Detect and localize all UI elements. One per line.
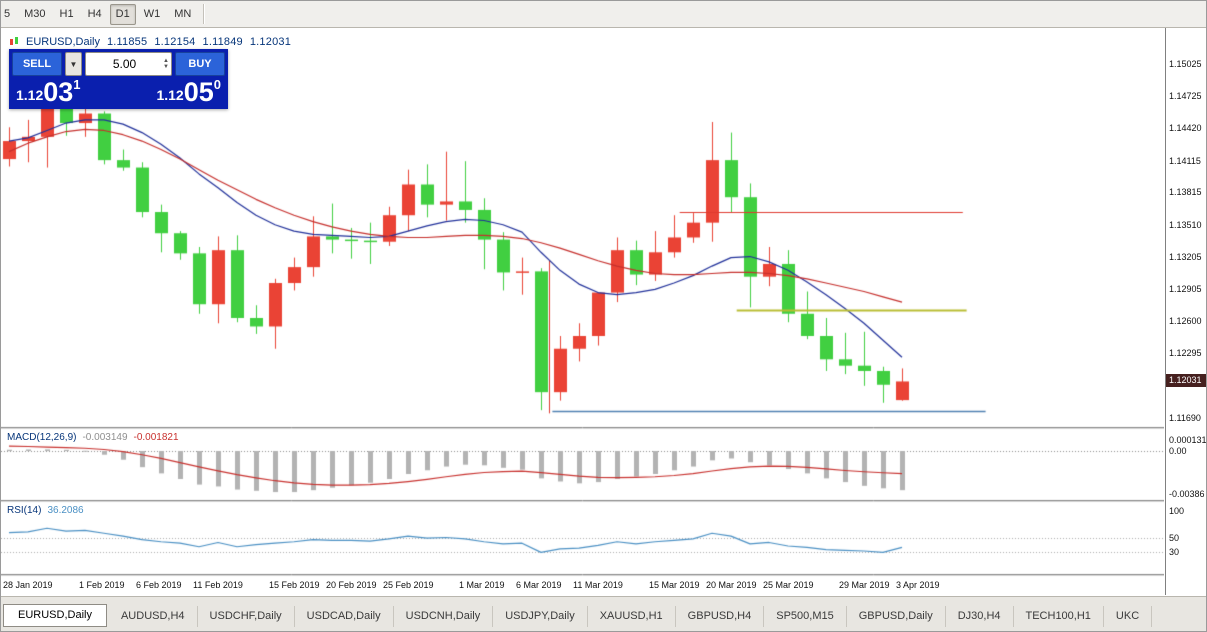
price-axis-label: 1.14115 xyxy=(1169,155,1201,166)
date-axis-label: 3 Apr 2019 xyxy=(896,580,940,590)
sell-button[interactable]: SELL xyxy=(12,52,62,76)
date-axis-label: 11 Mar 2019 xyxy=(573,580,623,590)
volume-field: ▲ ▼ xyxy=(85,52,172,76)
chart-tab-eurusd-daily[interactable]: EURUSD,Daily xyxy=(3,604,107,627)
rsi-scale-100: 100 xyxy=(1169,506,1185,516)
one-click-trading-panel: SELL ▼ ▲ ▼ BUY 1.12031 1.120 xyxy=(9,49,228,109)
macd-main-value: -0.003149 xyxy=(82,432,128,443)
volume-input[interactable] xyxy=(86,57,164,71)
date-axis-label: 20 Mar 2019 xyxy=(706,580,757,590)
date-axis-label: 28 Jan 2019 xyxy=(3,580,53,590)
macd-name: MACD(12,26,9) xyxy=(7,432,77,443)
price-chart-canvas[interactable] xyxy=(1,29,1164,595)
chart-window: EURUSD,Daily 1.11855 1.12154 1.11849 1.1… xyxy=(1,28,1207,595)
timeframe-button-d1[interactable]: D1 xyxy=(109,3,136,25)
timeframe-button-mn[interactable]: MN xyxy=(174,8,192,20)
chart-tab-xauusd-h1[interactable]: XAUUSD,H1 xyxy=(588,606,676,627)
date-axis-label: 6 Feb 2019 xyxy=(136,580,182,590)
rsi-scale-50: 50 xyxy=(1169,532,1180,543)
chart-tab-audusd-h4[interactable]: AUDUSD,H4 xyxy=(109,606,198,627)
timeframe-button-5[interactable]: 5 xyxy=(4,8,11,20)
macd-indicator-label: MACD(12,26,9) -0.003149 -0.001821 xyxy=(7,432,179,443)
price-axis-label: 1.13815 xyxy=(1169,187,1202,198)
chart-tab-tech100-h1[interactable]: TECH100,H1 xyxy=(1014,606,1104,627)
price-axis-label: 1.12295 xyxy=(1169,348,1202,359)
date-axis-label: 25 Mar 2019 xyxy=(763,580,814,590)
symbol-label: EURUSD,Daily xyxy=(26,36,100,48)
toolbar-separator xyxy=(203,4,206,24)
date-axis-label: 15 Mar 2019 xyxy=(649,580,700,590)
timeframe-button-h1[interactable]: H1 xyxy=(59,8,74,20)
price-axis-label: 1.12905 xyxy=(1169,283,1202,294)
chart-title: EURUSD,Daily 1.11855 1.12154 1.11849 1.1… xyxy=(9,36,291,48)
rsi-name: RSI(14) xyxy=(7,505,42,516)
price-axis-label: 1.11690 xyxy=(1169,412,1201,423)
chart-tab-gbpusd-h4[interactable]: GBPUSD,H4 xyxy=(676,606,765,627)
date-axis-label: 25 Feb 2019 xyxy=(383,580,434,590)
ohlc-open: 1.11855 xyxy=(106,36,148,48)
price-axis-label: 1.14420 xyxy=(1169,123,1202,134)
chart-tab-usdcad-daily[interactable]: USDCAD,Daily xyxy=(295,606,394,627)
current-price-badge: 1.12031 xyxy=(1166,374,1206,388)
date-axis-label: 11 Feb 2019 xyxy=(193,580,243,590)
bid-price-display: 1.12 03 1 xyxy=(16,77,81,107)
chart-tab-gbpusd-daily[interactable]: GBPUSD,Daily xyxy=(847,606,946,627)
date-axis-label: 1 Feb 2019 xyxy=(79,580,125,590)
chart-tab-ukc[interactable]: UKC xyxy=(1104,606,1153,627)
ohlc-high: 1.12154 xyxy=(154,36,196,48)
macd-signal-value: -0.001821 xyxy=(133,432,179,443)
macd-scale-min: -0.00386 xyxy=(1169,489,1205,499)
price-axis-label: 1.15025 xyxy=(1169,59,1202,70)
volume-dropdown-button[interactable]: ▼ xyxy=(65,52,82,76)
chart-tab-usdjpy-daily[interactable]: USDJPY,Daily xyxy=(493,606,588,627)
date-axis-label: 1 Mar 2019 xyxy=(459,580,505,590)
price-axis[interactable]: 1.15025 1.14725 1.14420 1.14115 1.13815 1.135… xyxy=(1165,28,1207,595)
date-axis-label: 20 Feb 2019 xyxy=(326,580,377,590)
chevron-down-icon: ▼ xyxy=(69,59,78,69)
candlestick-icon xyxy=(10,37,18,45)
rsi-indicator-label: RSI(14) 36.2086 xyxy=(7,505,84,516)
rsi-scale-30: 30 xyxy=(1169,546,1180,557)
price-axis-label: 1.14725 xyxy=(1169,91,1202,102)
price-axis-label: 1.12600 xyxy=(1169,316,1202,327)
timeframe-button-m30[interactable]: M30 xyxy=(24,8,46,20)
chart-tab-usdchf-daily[interactable]: USDCHF,Daily xyxy=(198,606,295,627)
date-axis-label: 29 Mar 2019 xyxy=(839,580,890,590)
chart-tabs-bar: EURUSD,Daily AUDUSD,H4 USDCHF,Daily USDCAD,… xyxy=(1,596,1206,631)
ohlc-close: 1.12031 xyxy=(249,36,292,48)
price-axis-label: 1.13510 xyxy=(1169,219,1202,230)
spin-up-icon: ▲ xyxy=(163,58,169,64)
ask-price-display: 1.12 05 0 xyxy=(156,77,221,107)
volume-spinner[interactable]: ▲ ▼ xyxy=(163,58,171,70)
date-axis-label: 6 Mar 2019 xyxy=(516,580,562,590)
chart-tab-sp500-m15[interactable]: SP500,M15 xyxy=(764,606,847,627)
timeframe-button-h4[interactable]: H4 xyxy=(87,8,102,20)
timeframe-toolbar: 5 M30 H1 H4 D1 W1 MN xyxy=(1,1,1206,28)
buy-button[interactable]: BUY xyxy=(175,52,225,76)
rsi-value: 36.2086 xyxy=(47,505,84,516)
date-axis-label: 15 Feb 2019 xyxy=(269,580,320,590)
macd-scale-max: 0.0001313 xyxy=(1169,435,1207,445)
date-axis[interactable]: 28 Jan 2019 1 Feb 2019 6 Feb 2019 11 Feb 20… xyxy=(1,575,1164,595)
chart-tab-usdcnh-daily[interactable]: USDCNH,Daily xyxy=(394,606,494,627)
spin-down-icon: ▼ xyxy=(163,64,169,70)
chart-tab-dj30-h4[interactable]: DJ30,H4 xyxy=(946,606,1014,627)
timeframe-button-w1[interactable]: W1 xyxy=(143,8,161,20)
price-axis-label: 1.13205 xyxy=(1169,252,1202,263)
macd-scale-zero: 0.00 xyxy=(1169,446,1187,456)
ohlc-low: 1.11849 xyxy=(202,36,243,48)
